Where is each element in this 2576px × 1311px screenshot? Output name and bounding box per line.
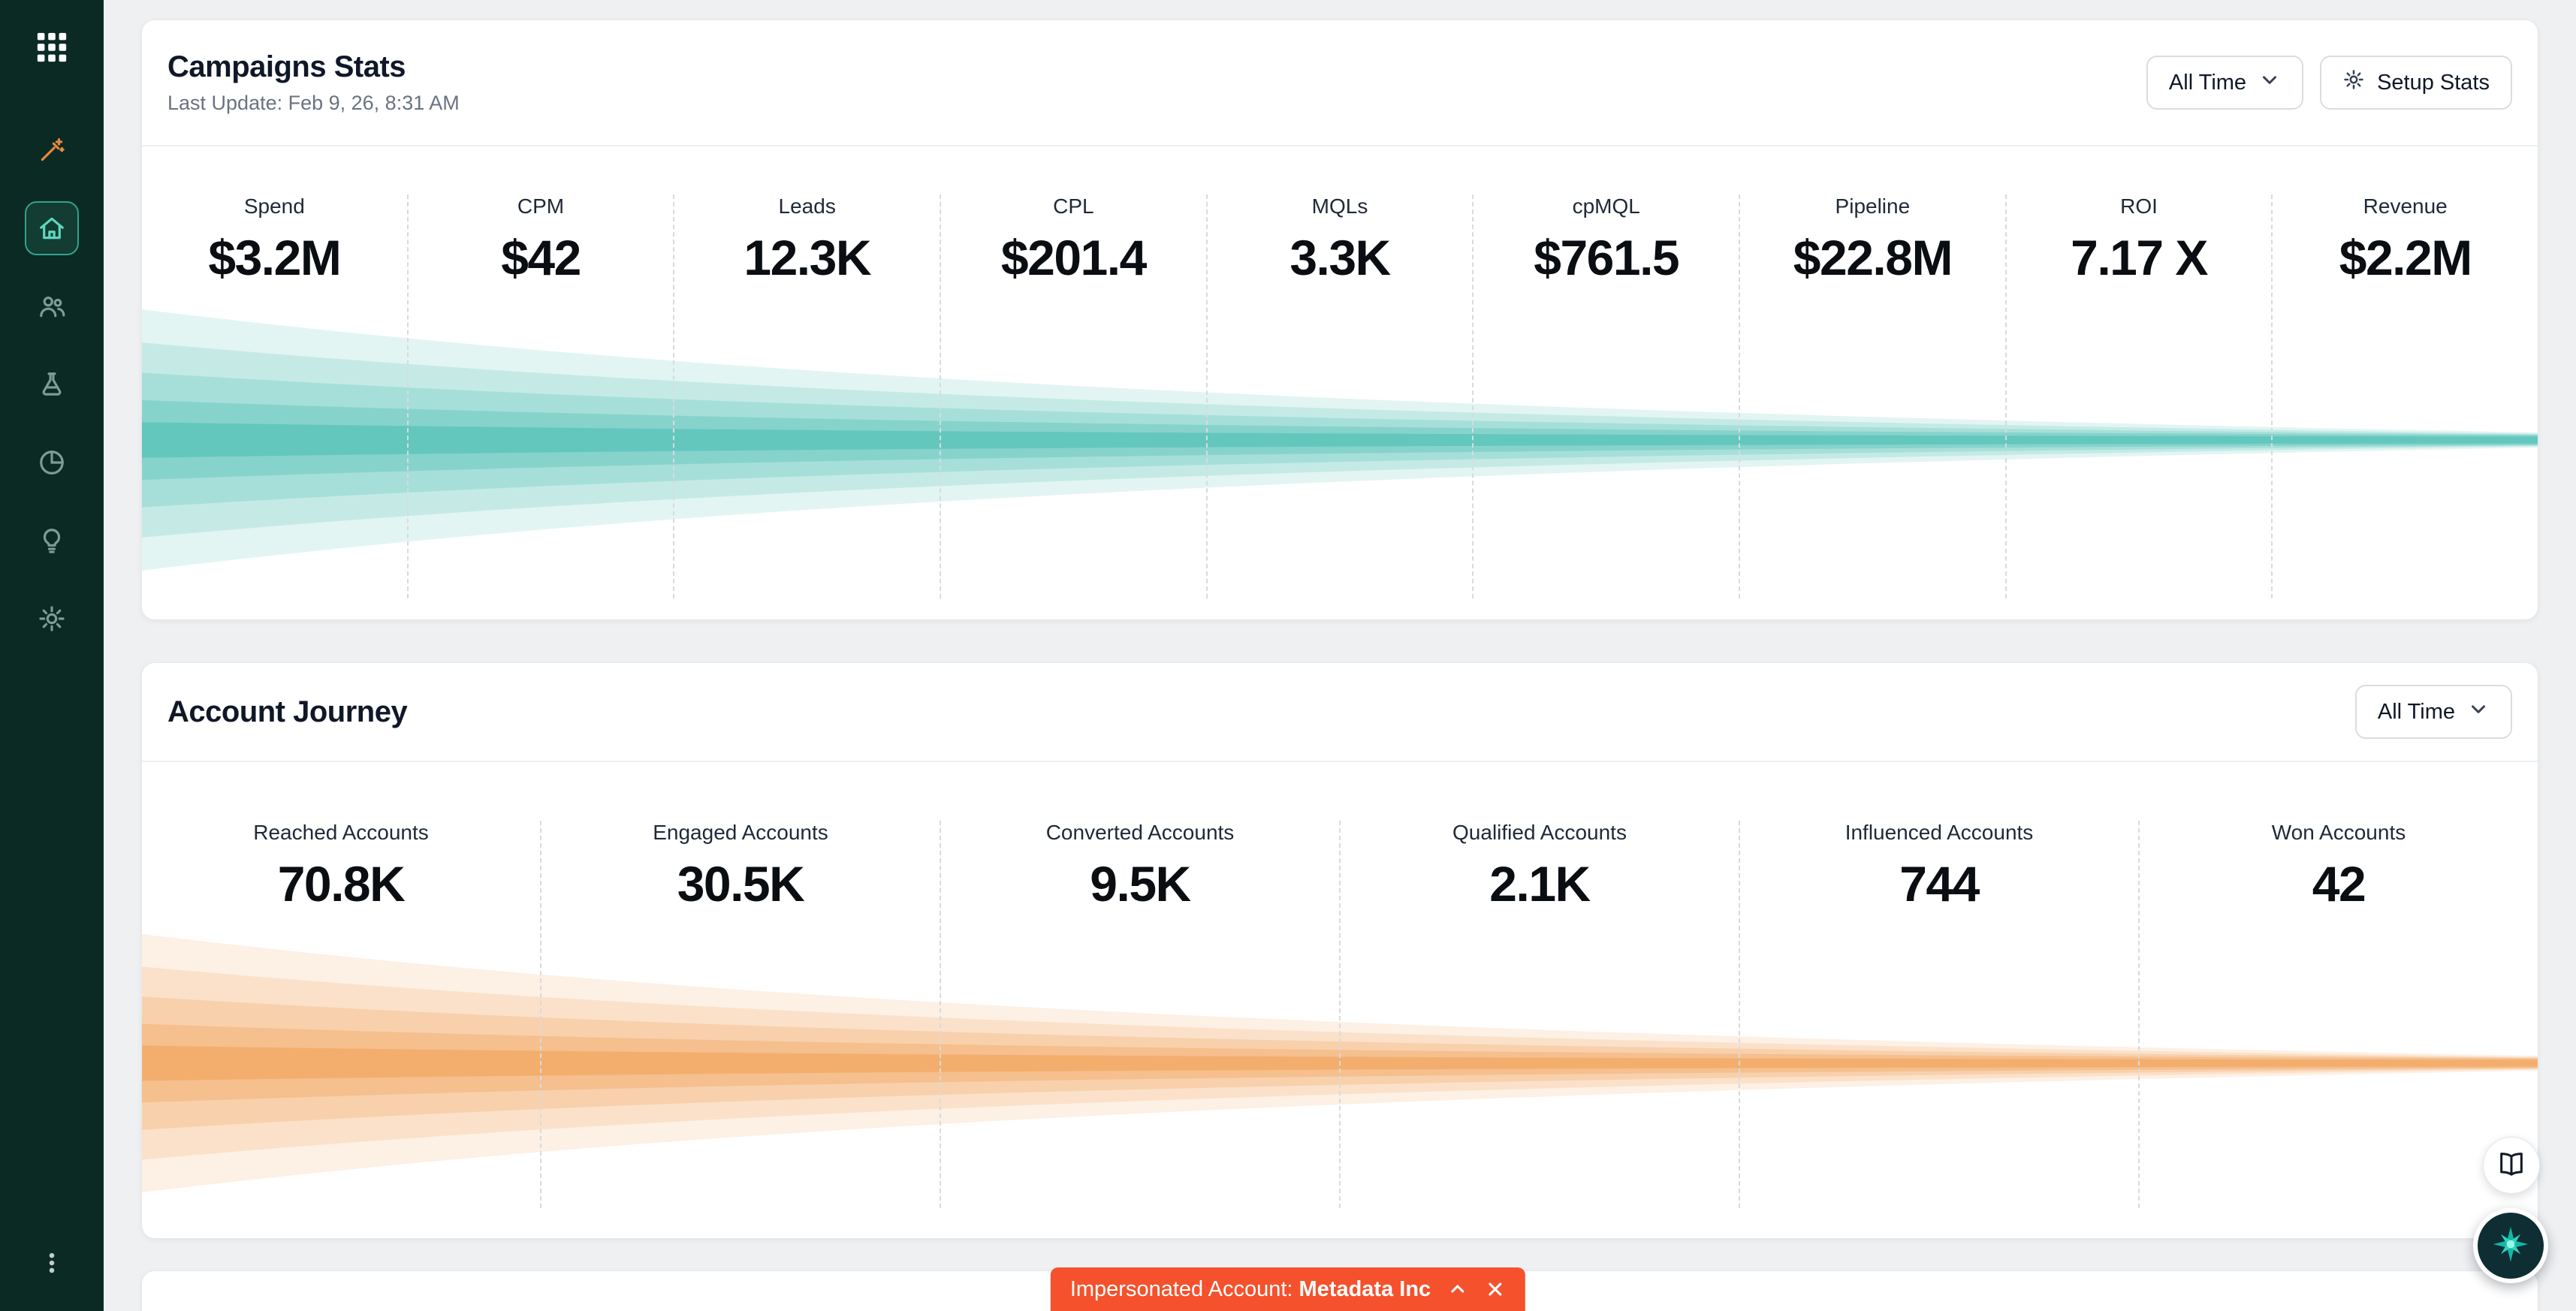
- metric-label: ROI: [2120, 194, 2158, 218]
- setup-stats-button[interactable]: Setup Stats: [2320, 56, 2512, 110]
- metric-value: $761.5: [1534, 230, 1679, 285]
- metric-value: 2.1K: [1489, 856, 1591, 912]
- metric-value: 12.3K: [744, 230, 871, 285]
- kebab-menu-icon[interactable]: [31, 1236, 73, 1290]
- metric-label: CPM: [517, 194, 565, 218]
- metric-label: Qualified Accounts: [1452, 821, 1627, 844]
- metric-value: 9.5K: [1090, 856, 1191, 912]
- metric-value: $3.2M: [208, 230, 341, 285]
- gear-icon: [2342, 68, 2365, 97]
- journey-metric-columns: Reached Accounts 70.8K Engaged Accounts …: [142, 821, 2538, 1208]
- account-journey-title: Account Journey: [167, 695, 408, 728]
- metric-label: MQLs: [1311, 194, 1368, 218]
- campaigns-funnel-area: Spend $3.2M CPM $42 Leads 12.3K CPL $201…: [142, 146, 2538, 619]
- close-icon[interactable]: [1485, 1279, 1506, 1300]
- book-icon: [2496, 1149, 2526, 1183]
- metric-label: Pipeline: [1835, 194, 1911, 218]
- magic-wand-icon[interactable]: [25, 123, 79, 177]
- pie-chart-icon[interactable]: [25, 435, 79, 490]
- flask-icon[interactable]: [25, 357, 79, 411]
- main-content: Campaigns Stats Last Update: Feb 9, 26, …: [104, 0, 2576, 1311]
- metric-value: 30.5K: [677, 856, 805, 912]
- app-logo[interactable]: [35, 30, 69, 65]
- people-icon[interactable]: [25, 279, 79, 333]
- chevron-up-icon[interactable]: [1447, 1279, 1468, 1300]
- metric-column-converted: Converted Accounts 9.5K: [941, 821, 1341, 1208]
- metric-column-engaged: Engaged Accounts 30.5K: [541, 821, 941, 1208]
- metric-label: Engaged Accounts: [653, 821, 828, 844]
- metric-column-won: Won Accounts 42: [2140, 821, 2538, 1208]
- metric-label: CPL: [1053, 194, 1094, 218]
- account-journey-card: Account Journey All Time: [141, 662, 2538, 1239]
- metric-column-leads: Leads 12.3K: [674, 194, 942, 598]
- metric-column-roi: ROI 7.17 X: [2007, 194, 2273, 598]
- metric-label: Revenue: [2363, 194, 2448, 218]
- time-filter-label: All Time: [2168, 70, 2247, 95]
- metric-label: cpMQL: [1572, 194, 1640, 218]
- sidebar: [0, 0, 104, 1311]
- metric-value: $2.2M: [2339, 230, 2472, 285]
- metric-label: Reached Accounts: [253, 821, 429, 844]
- home-icon[interactable]: [25, 201, 79, 255]
- metric-label: Influenced Accounts: [1845, 821, 2034, 844]
- metric-label: Converted Accounts: [1045, 821, 1235, 844]
- metric-column-cpl: CPL $201.4: [941, 194, 1208, 598]
- campaigns-stats-card: Campaigns Stats Last Update: Feb 9, 26, …: [141, 20, 2538, 620]
- chevron-down-icon: [2258, 68, 2281, 97]
- metric-column-spend: Spend $3.2M: [142, 194, 409, 598]
- metric-column-influenced: Influenced Accounts 744: [1740, 821, 2140, 1208]
- sparkle-logo-icon: [2490, 1223, 2532, 1269]
- metric-column-reached: Reached Accounts 70.8K: [142, 821, 541, 1208]
- lightbulb-icon[interactable]: [25, 514, 79, 568]
- impersonation-banner[interactable]: Impersonated Account: Metadata Inc: [1050, 1267, 1526, 1311]
- metric-column-mqls: MQLs 3.3K: [1208, 194, 1474, 598]
- setup-stats-label: Setup Stats: [2377, 70, 2490, 95]
- metric-column-cpm: CPM $42: [409, 194, 675, 598]
- metric-value: 7.17 X: [2071, 230, 2208, 285]
- metric-value: 42: [2312, 856, 2366, 912]
- metric-value: 744: [1899, 856, 1980, 912]
- metric-column-pipeline: Pipeline $22.8M: [1740, 194, 2007, 598]
- metric-label: Won Accounts: [2271, 821, 2406, 844]
- metric-column-cpmql: cpMQL $761.5: [1474, 194, 1741, 598]
- impersonated-account-name: Metadata Inc: [1299, 1276, 1431, 1301]
- journey-time-filter-button[interactable]: All Time: [2354, 685, 2512, 739]
- campaigns-metric-columns: Spend $3.2M CPM $42 Leads 12.3K CPL $201…: [142, 194, 2538, 598]
- campaigns-stats-header: Campaigns Stats Last Update: Feb 9, 26, …: [142, 20, 2538, 146]
- last-update-text: Last Update: Feb 9, 26, 8:31 AM: [167, 92, 460, 114]
- brand-assistant-button[interactable]: [2473, 1208, 2548, 1283]
- metric-value: $201.4: [1000, 230, 1147, 285]
- metric-value: $22.8M: [1793, 230, 1953, 285]
- metric-column-qualified: Qualified Accounts 2.1K: [1341, 821, 1740, 1208]
- gear-icon[interactable]: [25, 592, 79, 646]
- metric-value: $42: [501, 230, 581, 285]
- chevron-down-icon: [2467, 698, 2490, 726]
- metric-label: Leads: [778, 194, 836, 218]
- sidebar-nav: [25, 123, 79, 670]
- metric-label: Spend: [243, 194, 305, 218]
- campaigns-time-filter-button[interactable]: All Time: [2146, 56, 2304, 110]
- journey-funnel-area: Reached Accounts 70.8K Engaged Accounts …: [142, 762, 2538, 1238]
- time-filter-label: All Time: [2377, 699, 2455, 724]
- campaigns-stats-title: Campaigns Stats: [167, 50, 406, 83]
- metric-column-revenue: Revenue $2.2M: [2273, 194, 2538, 598]
- metric-value: 3.3K: [1290, 230, 1391, 285]
- help-docs-button[interactable]: [2483, 1137, 2540, 1194]
- metric-value: 70.8K: [277, 856, 406, 912]
- account-journey-header: Account Journey All Time: [142, 663, 2538, 762]
- impersonation-text: Impersonated Account: Metadata Inc: [1069, 1276, 1431, 1301]
